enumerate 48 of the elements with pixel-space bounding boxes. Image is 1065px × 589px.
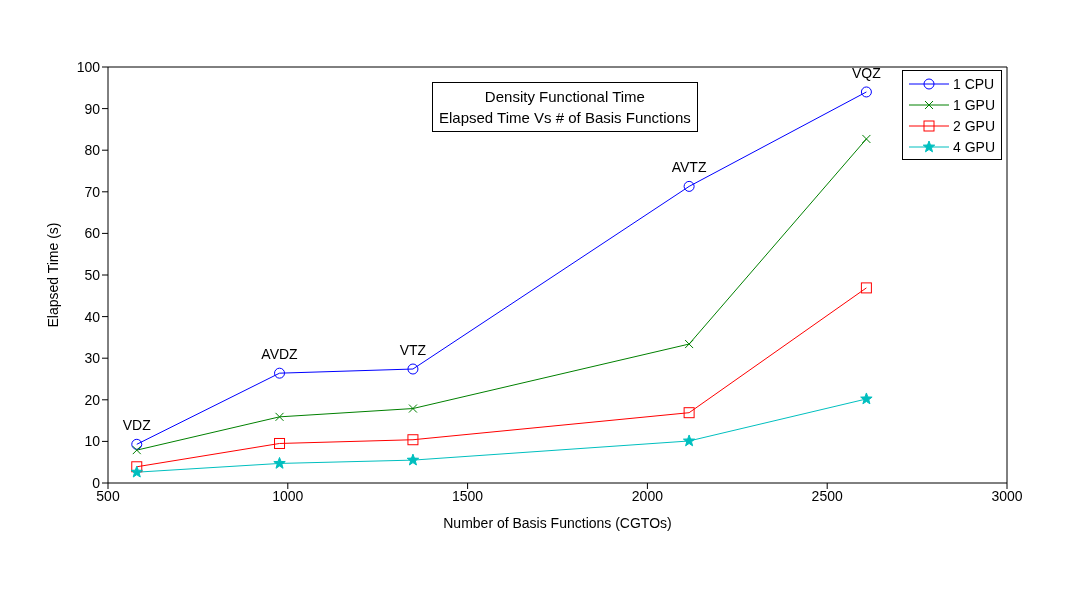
point bbox=[860, 282, 872, 294]
text: Elapsed Time Vs # of Basis Functions bbox=[439, 108, 691, 128]
point bbox=[274, 437, 286, 449]
annotation: VDZ bbox=[122, 417, 152, 434]
point bbox=[132, 445, 142, 455]
point bbox=[274, 367, 286, 379]
y-tick-label: 40 bbox=[84, 308, 101, 325]
x-tick-label: 1000 bbox=[272, 487, 304, 504]
x-tick-label: 1500 bbox=[452, 487, 484, 504]
point bbox=[683, 407, 695, 419]
x-tick-label: 3000 bbox=[991, 487, 1023, 504]
point bbox=[131, 461, 143, 473]
x-tick-label: 2000 bbox=[631, 487, 664, 504]
legend-label: 2 GPU bbox=[952, 117, 995, 134]
point bbox=[683, 180, 695, 192]
point bbox=[130, 465, 143, 478]
point bbox=[860, 392, 873, 405]
y-tick-label: 90 bbox=[84, 100, 101, 117]
y-tick-label: 70 bbox=[84, 183, 101, 200]
legend-label: 1 GPU bbox=[952, 96, 995, 113]
point bbox=[861, 134, 871, 144]
y-axis-title: Elapsed Time (s) bbox=[44, 222, 61, 328]
y-tick-label: 80 bbox=[84, 142, 101, 159]
annotation: AVTZ bbox=[671, 159, 707, 176]
y-tick-label: 50 bbox=[84, 266, 101, 283]
annotation: VQZ bbox=[852, 64, 882, 81]
point bbox=[860, 86, 872, 98]
point bbox=[407, 363, 419, 375]
x-axis-title: Number of Basis Functions (CGTOs) bbox=[443, 515, 672, 531]
text: Density Functional Time bbox=[483, 87, 646, 107]
point bbox=[407, 434, 419, 446]
annotation: VTZ bbox=[399, 342, 427, 359]
point bbox=[684, 339, 694, 349]
y-tick-label: 30 bbox=[84, 350, 101, 367]
point bbox=[406, 453, 420, 466]
y-tick-label: 10 bbox=[84, 433, 101, 450]
point bbox=[275, 412, 285, 422]
point bbox=[682, 434, 696, 447]
y-tick-label: 100 bbox=[76, 58, 101, 75]
point bbox=[408, 404, 418, 414]
point bbox=[273, 456, 286, 469]
y-tick-label: 20 bbox=[84, 391, 101, 408]
annotation: AVDZ bbox=[261, 346, 299, 363]
point bbox=[131, 438, 143, 450]
x-tick-label: 2500 bbox=[811, 487, 843, 504]
y-tick-label: 60 bbox=[84, 225, 101, 242]
legend-label: 4 GPU bbox=[952, 138, 995, 155]
legend-label: 1 CPU bbox=[952, 75, 995, 92]
